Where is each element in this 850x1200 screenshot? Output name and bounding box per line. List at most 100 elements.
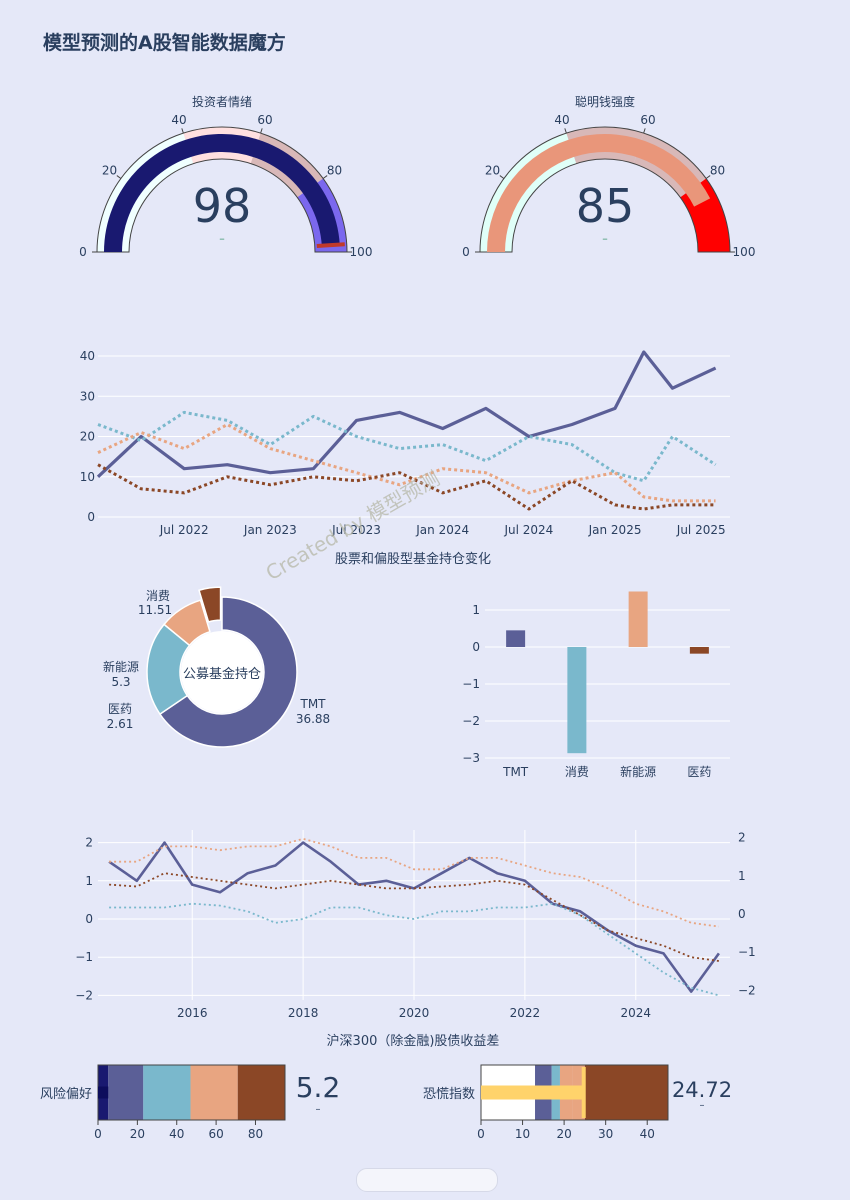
- y-tick-label: 0: [472, 640, 480, 654]
- gauge-outline: [479, 126, 731, 253]
- bullet-value: 5.2: [296, 1071, 341, 1104]
- gauge-tick: [181, 128, 184, 134]
- bullet-tick-label: 30: [598, 1127, 613, 1141]
- gauge-threshold: [316, 242, 345, 249]
- bullet-tick-label: 40: [169, 1127, 184, 1141]
- x-tick-label: Jul 2025: [676, 523, 726, 537]
- gauge-tick-label: 80: [327, 163, 342, 177]
- x-tick-label: Jan 2023: [243, 523, 297, 537]
- bullet-label: 恐慌指数: [423, 1087, 475, 1102]
- gauge-value: 98: [193, 179, 252, 233]
- y-tick-label: −3: [462, 751, 480, 765]
- fund-holdings-donut: 消费 11.51 新能源 5.3 医药 2.61 TMT 36.88 公募基金持…: [103, 586, 330, 748]
- line-chart-title: 股票和偏股型基金持仓变化: [335, 551, 491, 567]
- x-tick-label: 2018: [288, 1006, 319, 1020]
- gauge-tick-label: 60: [640, 113, 655, 127]
- bullet-label: 风险偏好: [40, 1087, 92, 1102]
- gauge-tick-label: 40: [171, 113, 186, 127]
- holdings-line-chart: 0 10 20 30 40 Jul 2022 Jan 2023 Jul 2023 Jan 202…: [80, 349, 730, 537]
- gauge-delta: –: [602, 232, 608, 245]
- x-tick-label: Jul 2022: [159, 523, 209, 537]
- line-series: [109, 837, 720, 928]
- y-tick-label: 30: [80, 389, 95, 403]
- gauge-tick: [322, 175, 328, 179]
- gauge-tick: [564, 128, 567, 134]
- donut-label-value: 36.88: [296, 712, 330, 726]
- gauge-investor-sentiment: 投资者情绪 0 20 40 60 80 100 98–: [79, 94, 372, 259]
- y-tick-label: 1: [472, 603, 480, 617]
- y-tick-label: −1: [462, 677, 480, 691]
- gauge-tick-label: 0: [462, 245, 470, 259]
- y-tick-label: 1: [85, 874, 93, 888]
- y-tick-label: 40: [80, 349, 95, 363]
- x-tick-label: Jul 2023: [331, 523, 381, 537]
- y2-tick-label: 2: [738, 831, 746, 845]
- bullet-tick-label: 80: [248, 1127, 263, 1141]
- bullet-step: [190, 1065, 238, 1120]
- gauge-title: 聪明钱强度: [575, 94, 635, 109]
- spread-chart-title: 沪深300（除金融)股债收益差: [327, 1033, 500, 1049]
- gauge-tick: [260, 128, 263, 134]
- bullet-tick-label: 20: [556, 1127, 571, 1141]
- gauge-tick-label: 100: [350, 245, 373, 259]
- line-series: [97, 410, 717, 483]
- x-tick-label: Jul 2024: [503, 523, 553, 537]
- bullet-tick-label: 10: [515, 1127, 530, 1141]
- donut-label-value: 11.51: [138, 603, 172, 617]
- y2-tick-label: 1: [738, 869, 746, 883]
- gauge-tick: [705, 175, 711, 179]
- x-tick-label: Jan 2025: [588, 523, 642, 537]
- bullet-tick-label: 40: [640, 1127, 655, 1141]
- gauge-smart-money: 聪明钱强度 0 20 40 60 80 100 85–: [462, 94, 755, 259]
- y-tick-label: 0: [85, 912, 93, 926]
- y2-tick-label: 0: [738, 907, 746, 921]
- x-tick-label: 消费: [565, 765, 589, 779]
- bar: [628, 591, 648, 647]
- horizontal-scrollbar[interactable]: [356, 1168, 498, 1192]
- y2-tick-label: −1: [738, 945, 756, 959]
- x-tick-label: 新能源: [620, 764, 656, 779]
- gauge-tick-label: 100: [733, 245, 756, 259]
- bullet-delta: –: [700, 1100, 705, 1111]
- donut-label-name: 消费: [146, 589, 170, 603]
- bullet-tick-label: 20: [130, 1127, 145, 1141]
- donut-slice: [158, 596, 298, 748]
- bullet-risk-appetite: 风险偏好 5.2 – 0 20 40 60 80: [40, 1064, 341, 1141]
- donut-label-name: 医药: [108, 702, 132, 716]
- line-series: [109, 872, 720, 962]
- gauge-value: 85: [576, 179, 635, 233]
- x-tick-label: 2020: [399, 1006, 430, 1020]
- bullet-step: [143, 1065, 191, 1120]
- line-series: [97, 423, 716, 503]
- gauge-bar: [487, 133, 711, 252]
- bar: [689, 647, 709, 654]
- gauge-tick-label: 20: [485, 163, 500, 177]
- donut-center-label: 公募基金持仓: [183, 666, 261, 682]
- bullet-tick-label: 60: [208, 1127, 223, 1141]
- bullet-step: [237, 1065, 285, 1120]
- gauge-tick-label: 60: [257, 113, 272, 127]
- y-tick-label: −2: [75, 988, 93, 1002]
- gauge-tick-label: 0: [79, 245, 87, 259]
- y-tick-label: 2: [85, 836, 93, 850]
- gauge-tick: [499, 175, 505, 179]
- sector-change-bar-chart: 1 0 −1 −2 −3 TMT 消费 新能源 医药: [462, 591, 730, 779]
- bar: [506, 630, 526, 647]
- x-tick-label: 2022: [510, 1006, 541, 1020]
- x-tick-label: Jan 2024: [415, 523, 469, 537]
- bullet-fear-index: 恐慌指数 24.72 – 0 10 20 30 40: [423, 1064, 732, 1141]
- bullet-tick-label: 0: [477, 1127, 485, 1141]
- gauge-title: 投资者情绪: [192, 94, 252, 109]
- gauge-tick: [116, 175, 122, 179]
- line-series: [97, 463, 716, 511]
- x-tick-label: TMT: [502, 765, 529, 779]
- gauge-bar: [104, 134, 340, 252]
- gauge-delta: –: [219, 232, 225, 245]
- donut-slice: [198, 586, 222, 623]
- equity-bond-spread-chart: 2 2 1 1 0 0 −1 −1 −2 −2 2016 2018 2020 2022 2024: [75, 830, 756, 1020]
- donut-hole: [181, 631, 263, 713]
- donut-label-name: 新能源: [103, 659, 139, 674]
- bullet-delta: –: [316, 1104, 321, 1115]
- x-tick-label: 2024: [620, 1006, 651, 1020]
